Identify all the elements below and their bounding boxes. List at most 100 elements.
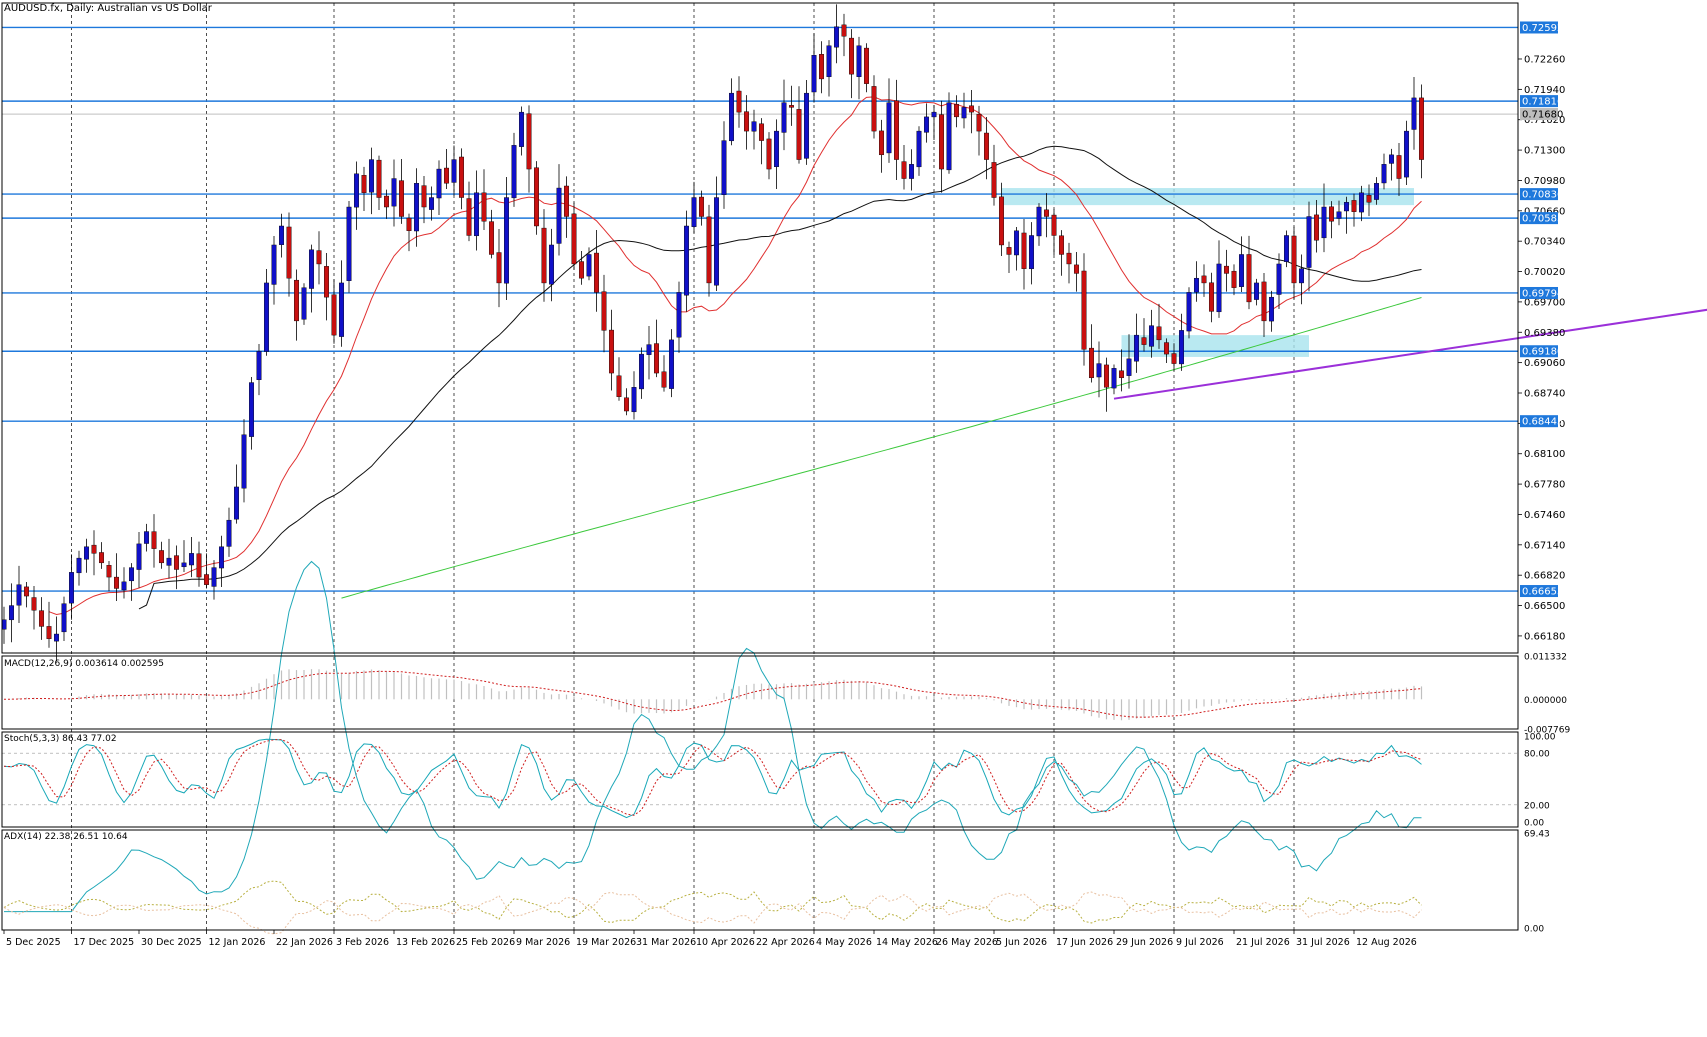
price-tick-label: 0.68100	[1524, 449, 1565, 460]
level-tag	[1520, 21, 1558, 34]
candle-body	[121, 581, 127, 591]
candle-body	[526, 113, 532, 170]
candle-body	[646, 344, 652, 355]
candle-body	[218, 546, 224, 569]
candle-body	[984, 132, 990, 160]
candle-body	[976, 113, 982, 132]
price-tick-label: 0.70340	[1524, 237, 1565, 248]
candle-body	[841, 24, 847, 37]
stoch-label: Stoch(5,3,3) 86.43 77.02	[4, 734, 117, 744]
candle-body	[226, 519, 232, 547]
date-label: 17 Dec 2025	[74, 937, 135, 948]
pane-frames	[1, 2, 1519, 931]
candle-body	[519, 111, 525, 147]
candle-body	[196, 553, 202, 578]
price-tick-label: 0.70660	[1524, 206, 1565, 217]
adx-pane: 69.430.00	[3, 560, 1550, 935]
candle-body	[916, 130, 922, 168]
candle-body	[271, 244, 277, 285]
date-axis: 5 Dec 2025 17 Dec 2025 30 Dec 2025 12 Jan 2…	[3, 930, 1417, 948]
price-tick-label: 0.69700	[1524, 297, 1565, 308]
stoch-tick-label: 0.00	[1524, 819, 1544, 829]
price-tick-label: 0.67460	[1524, 510, 1565, 521]
candle-body	[556, 187, 562, 244]
candle-body	[736, 90, 742, 113]
candle-body	[369, 159, 375, 193]
minus-di-line	[3, 891, 1422, 935]
candle-body	[489, 221, 495, 255]
adx-label: ADX(14) 22.38 26.51 10.64	[4, 832, 128, 842]
candle-body	[1336, 211, 1342, 219]
candle-body	[1111, 368, 1117, 389]
candle-body	[203, 574, 209, 585]
candle-body	[1073, 264, 1079, 274]
candle-body	[1028, 235, 1034, 270]
candle-body	[609, 329, 615, 374]
candle-body	[804, 92, 810, 159]
candle-body	[886, 102, 892, 154]
candle-body	[451, 159, 457, 183]
candle-body	[459, 156, 465, 198]
candle-body	[871, 86, 877, 132]
candle-body	[706, 216, 712, 284]
candle-body	[511, 145, 517, 199]
candle-body	[909, 164, 915, 179]
price-tick-label: 0.67140	[1524, 540, 1565, 551]
date-label: 31 Mar 2026	[636, 937, 696, 948]
level-tag	[1520, 286, 1558, 299]
candle-body	[181, 562, 187, 568]
candle-body	[429, 197, 435, 210]
candle-body	[751, 121, 757, 132]
candle-body	[436, 168, 442, 199]
date-label: 12 Aug 2026	[1356, 937, 1417, 948]
candle-body	[796, 109, 802, 160]
level-tag-label: 0.69180	[1522, 347, 1563, 358]
adx-line	[4, 560, 1422, 913]
candle-body	[1006, 247, 1012, 255]
candle-body	[654, 343, 660, 374]
level-tag	[1520, 188, 1558, 201]
candle-body	[324, 266, 330, 298]
date-label: 14 May 2026	[876, 937, 938, 948]
candle-body	[391, 178, 397, 207]
candle-body	[173, 555, 179, 570]
candle-body	[639, 353, 645, 390]
candle-body	[331, 294, 337, 336]
candle-body	[946, 102, 952, 171]
price-tick-label: 0.70980	[1524, 176, 1565, 187]
candle-body	[954, 103, 960, 118]
price-tick-label: 0.71300	[1524, 146, 1565, 157]
candle-body	[54, 633, 60, 642]
candle-body	[819, 54, 825, 80]
candle-body	[1388, 154, 1394, 164]
candle-body	[1178, 330, 1184, 365]
price-tick-label: 0.69060	[1524, 358, 1565, 369]
candle-body	[924, 116, 930, 133]
candle-body	[361, 175, 367, 193]
candle-body	[414, 183, 420, 232]
candle-body	[143, 531, 149, 544]
candle-body	[1351, 200, 1357, 212]
candle-body	[714, 197, 720, 286]
candle-body	[1043, 209, 1049, 217]
candle-body	[879, 130, 885, 156]
adx-tick-label: 0.00	[1524, 925, 1544, 935]
candle-body	[421, 185, 427, 208]
candle-body	[826, 45, 832, 78]
candle-body	[256, 351, 262, 380]
price-tick-label: 0.71940	[1524, 85, 1565, 96]
candle-body	[31, 597, 37, 611]
pane-frame	[1, 829, 1519, 931]
candle-body	[729, 92, 735, 142]
date-label: 25 Feb 2026	[456, 937, 515, 948]
level-tag-label: 0.71816	[1522, 97, 1563, 108]
candle-body	[241, 434, 247, 489]
candle-body	[1208, 282, 1214, 312]
macd-signal	[3, 670, 1422, 718]
candle-body	[931, 111, 937, 118]
candle-body	[1396, 155, 1402, 179]
candle-body	[474, 192, 480, 237]
candle-body	[1231, 270, 1237, 288]
candle-body	[834, 26, 840, 48]
candle-body	[1253, 282, 1259, 300]
